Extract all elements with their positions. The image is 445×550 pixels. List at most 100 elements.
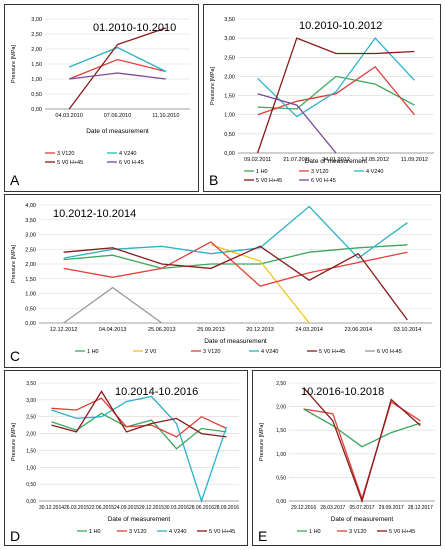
x-tick-label: 28.06.2016 xyxy=(189,505,214,511)
chart-title: 10.2016-10.2018 xyxy=(301,386,384,398)
y-tick-label: 2,50 xyxy=(31,32,42,38)
legend-entry: 6 V0 H-45 xyxy=(311,178,336,184)
panel-a: 0,00 0,50 1,00 1,50 2,00 2,50 3,00 04.03.2010 07… xyxy=(4,4,199,192)
y-tick-label: 2,00 xyxy=(276,405,286,411)
legend-entry: 5 V0 H+45 xyxy=(389,529,415,535)
chart-title: 10.2012-10.2014 xyxy=(53,208,136,220)
legend-entry: 6 V0 H-45 xyxy=(377,349,402,355)
x-tick-label: 28.09.2016 xyxy=(214,505,239,511)
x-tick-label: 25.06.2013 xyxy=(148,327,176,333)
y-axis-label: Pressure [MPa] xyxy=(11,423,17,461)
series-line-4 xyxy=(69,72,166,80)
legend-entry: 3 V120 xyxy=(129,529,146,535)
chart-title: 10.2010-10.2012 xyxy=(299,20,382,32)
x-tick-label: 03.10.2014 xyxy=(394,327,422,333)
x-tick-label: 20.12.2013 xyxy=(246,327,274,333)
x-tick-label: 28.03.2017 xyxy=(320,505,345,511)
series-line-1 xyxy=(51,412,227,450)
x-tick-label: 25.09.2013 xyxy=(197,327,225,333)
legend-entry: 4 V240 xyxy=(261,349,278,355)
y-tick-label: 2,00 xyxy=(25,262,36,268)
y-tick-label: 0,50 xyxy=(26,482,36,488)
x-tick-label: 21.07.2011 xyxy=(283,157,310,163)
chart-d: 0,00 0,50 1,00 1,50 2,00 2,50 3,00 3,50 30.12.20… xyxy=(10,381,239,544)
panel-d: 0,00 0,50 1,00 1,50 2,00 2,50 3,00 3,50 30.12.20… xyxy=(4,370,248,546)
x-axis-label: Date of measurement xyxy=(331,516,394,523)
series-line-1 xyxy=(68,58,166,80)
chart-a: 0,00 0,50 1,00 1,50 2,00 2,50 3,00 04.03.2010 07… xyxy=(10,17,190,188)
y-tick-label: 0,00 xyxy=(276,499,286,505)
y-tick-label: 1,50 xyxy=(224,94,235,100)
y-tick-label: 0,50 xyxy=(31,92,42,98)
y-tick-label: 1,50 xyxy=(26,448,36,454)
x-axis-label: Date of measurement xyxy=(305,158,368,165)
legend-entry: 3 V120 xyxy=(349,529,366,535)
x-tick-label: 29.12.2015 xyxy=(139,505,164,511)
series-line-3 xyxy=(51,395,228,504)
x-tick-label: 04.04.2013 xyxy=(99,327,127,333)
panel-b: 0,00 0,50 1,00 1,50 2,00 2,50 3,00 3,50 09.02.20… xyxy=(203,4,441,192)
y-tick-label: 2,00 xyxy=(26,432,36,438)
series-line-2 xyxy=(303,400,421,501)
series-line-6 xyxy=(63,286,163,324)
series-line-4 xyxy=(51,390,227,438)
y-tick-label: 0,00 xyxy=(26,499,36,505)
x-tick-label: 29.12.2016 xyxy=(291,505,316,511)
y-tick-label: 1,50 xyxy=(31,62,42,68)
legend-entry: 1 H0 xyxy=(87,349,99,355)
y-tick-label: 1,00 xyxy=(276,452,286,458)
x-tick-label: 23.06.2014 xyxy=(345,327,373,333)
panel-c: 0,00 0,50 1,00 1,50 2,00 2,50 3,00 3,50 4,00 12.1… xyxy=(4,194,441,368)
x-tick-label: 29.09.2017 xyxy=(379,505,404,511)
series-line-2 xyxy=(257,66,415,116)
chart-e: 0,00 0,50 1,00 1,50 2,00 2,50 29.12.2016 28.03.… xyxy=(258,381,435,544)
legend-entry: 4 V240 xyxy=(169,529,186,535)
series-line-3 xyxy=(68,27,167,110)
panel-letter: E xyxy=(258,528,267,544)
x-tick-label: 17.05.2012 xyxy=(361,157,389,163)
legend-entry: 6 V0 H-45 xyxy=(119,160,144,166)
x-tick-label: 04.03.2010 xyxy=(55,113,83,119)
x-tick-label: 26.03.2015 xyxy=(64,505,89,511)
legend-entry: 3 V120 xyxy=(203,349,220,355)
series-line-5 xyxy=(257,93,337,154)
x-tick-label: 11.10.2010 xyxy=(152,113,179,119)
chart-title: 01.2010-10.2010 xyxy=(93,22,176,34)
y-tick-label: 3,00 xyxy=(224,36,235,42)
panel-letter: A xyxy=(10,172,20,188)
y-tick-label: 2,50 xyxy=(26,415,36,421)
y-tick-label: 0,00 xyxy=(25,321,36,327)
panel-letter: D xyxy=(10,528,20,544)
x-axis-label: Date of measurement xyxy=(204,338,267,345)
legend-entry: 2 V0 xyxy=(145,349,156,355)
y-tick-label: 3,00 xyxy=(31,17,42,23)
series-line-2 xyxy=(210,244,310,324)
legend-entry: 1 H0 xyxy=(89,529,101,535)
legend-entry: 4 V240 xyxy=(366,169,383,175)
legend-entry: 5 V0 H+45 xyxy=(319,349,345,355)
series-line-2 xyxy=(68,46,167,73)
y-tick-label: 2,00 xyxy=(31,47,42,53)
y-tick-label: 1,50 xyxy=(276,428,286,434)
series-line-3 xyxy=(63,241,408,287)
y-axis-label: Pressure [MPa] xyxy=(11,245,17,283)
y-tick-label: 1,00 xyxy=(224,113,235,119)
y-tick-label: 0,00 xyxy=(224,151,235,157)
x-tick-label: 30.03.2016 xyxy=(164,505,189,511)
y-tick-label: 4,00 xyxy=(25,203,36,209)
y-tick-label: 1,00 xyxy=(26,465,36,471)
chart-b: 0,00 0,50 1,00 1,50 2,00 2,50 3,00 3,50 09.02.20… xyxy=(209,17,434,188)
y-tick-label: 3,50 xyxy=(25,218,36,224)
y-tick-label: 3,00 xyxy=(25,233,36,239)
y-tick-label: 2,50 xyxy=(25,247,36,253)
panel-letter: C xyxy=(10,348,20,364)
series-line-1 xyxy=(257,75,415,110)
y-tick-label: 0,50 xyxy=(224,132,235,138)
x-tick-label: 22.06.2015 xyxy=(89,505,114,511)
x-axis-label: Date of measurement xyxy=(108,516,171,523)
x-tick-label: 07.06.2010 xyxy=(104,113,132,119)
x-tick-label: 24.03.2014 xyxy=(295,327,323,333)
x-tick-label: 05.07.2017 xyxy=(349,505,374,511)
legend-entry: 5 V0 H+45 xyxy=(57,160,83,166)
series-line-3 xyxy=(257,37,415,118)
